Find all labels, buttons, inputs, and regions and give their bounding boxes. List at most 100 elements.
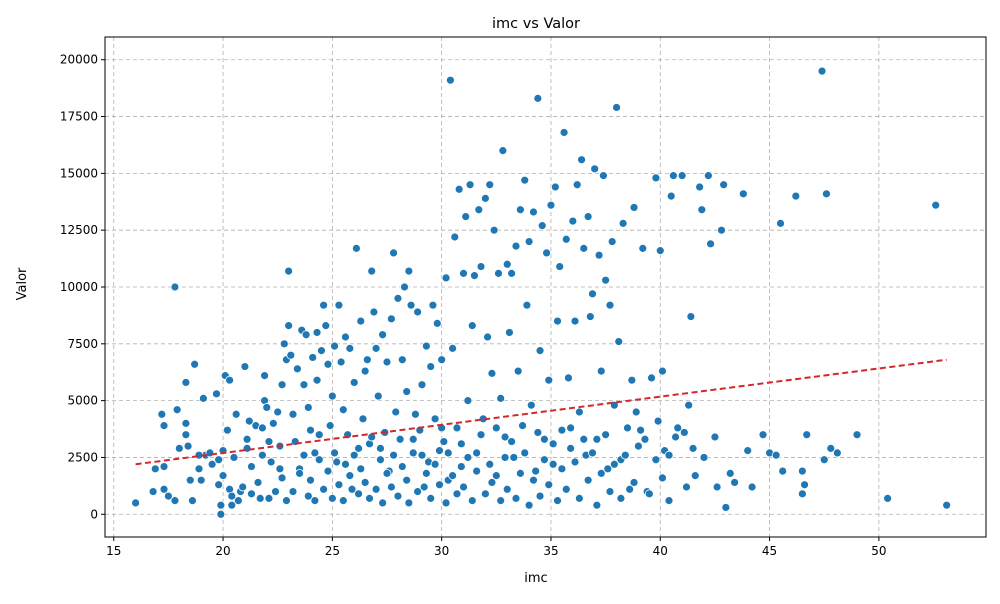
data-point [452,489,462,499]
data-point [590,164,600,174]
data-point [459,268,468,278]
data-point [229,453,239,462]
data-point [524,237,534,246]
data-point [181,430,191,440]
data-point [638,243,648,253]
data-point [218,471,228,481]
data-point [540,434,549,444]
data-point [406,300,416,310]
data-point [257,450,267,460]
data-point [312,328,322,337]
data-point [485,459,495,469]
data-point [542,248,551,258]
data-point [303,403,313,412]
data-point [533,428,543,437]
data-point [288,487,298,496]
data-point [614,337,624,346]
data-point [404,498,414,508]
data-point [583,475,593,485]
data-point [244,416,254,426]
data-point [317,346,326,356]
data-point [282,496,291,506]
data-point [360,478,370,487]
data-point [354,443,363,453]
data-point [467,496,477,506]
data-point [159,484,169,494]
y-tick-label: 0 [90,507,98,521]
data-point [227,491,237,501]
data-point [627,375,637,385]
data-point [513,366,523,376]
data-point [673,423,683,433]
data-point [553,316,562,326]
data-point [358,414,368,424]
data-point [690,471,700,481]
data-point [292,364,302,374]
data-point [618,218,628,228]
data-point [426,362,436,371]
data-point [308,353,318,362]
data-point [378,498,388,508]
data-point [712,482,722,492]
data-point [631,407,641,417]
data-point [336,357,346,367]
data-point [500,432,510,442]
data-point [826,443,836,453]
data-point [273,407,283,417]
data-point [214,480,224,490]
data-point [207,459,217,469]
data-point [376,443,385,453]
data-point [284,266,294,276]
y-axis-label: Valor [15,267,30,300]
data-point [441,273,451,283]
data-point [356,316,366,326]
data-point [658,366,667,376]
data-point [594,250,604,260]
data-point [480,489,490,499]
data-point [393,491,403,501]
data-point [323,466,333,476]
data-point [170,282,180,292]
data-point [730,478,739,487]
data-point [491,471,501,481]
y-tick-label: 12500 [60,223,98,237]
data-point [216,500,226,510]
data-point [454,184,464,194]
data-point [247,462,256,471]
x-tick-label: 50 [871,544,886,558]
data-point [314,430,324,440]
data-point [487,478,497,487]
data-point [616,493,626,503]
data-point [817,66,827,76]
data-point [459,482,468,492]
data-point [277,380,287,390]
data-point [791,191,801,201]
data-point [550,182,560,192]
data-point [509,453,519,462]
data-point [437,355,447,365]
data-point [253,478,263,487]
data-point [564,373,573,383]
data-point [378,330,388,340]
data-point [382,468,392,478]
data-point [668,171,678,181]
data-point [579,434,589,444]
data-point [314,455,324,465]
data-point [277,473,287,483]
data-point [725,468,735,478]
data-point [190,359,200,369]
data-point [362,355,372,365]
data-point [470,271,479,281]
data-point [566,443,576,453]
data-point [666,191,676,201]
data-point [341,332,350,342]
data-point [511,493,521,503]
data-point [463,396,473,406]
data-point [489,225,499,235]
data-point [231,409,241,419]
data-point [430,414,440,424]
data-point [476,430,486,440]
data-point [588,448,597,458]
y-axis-ticks: 0 2500 5000 7500 10000 12500 15000 17500 20000 [60,53,105,521]
